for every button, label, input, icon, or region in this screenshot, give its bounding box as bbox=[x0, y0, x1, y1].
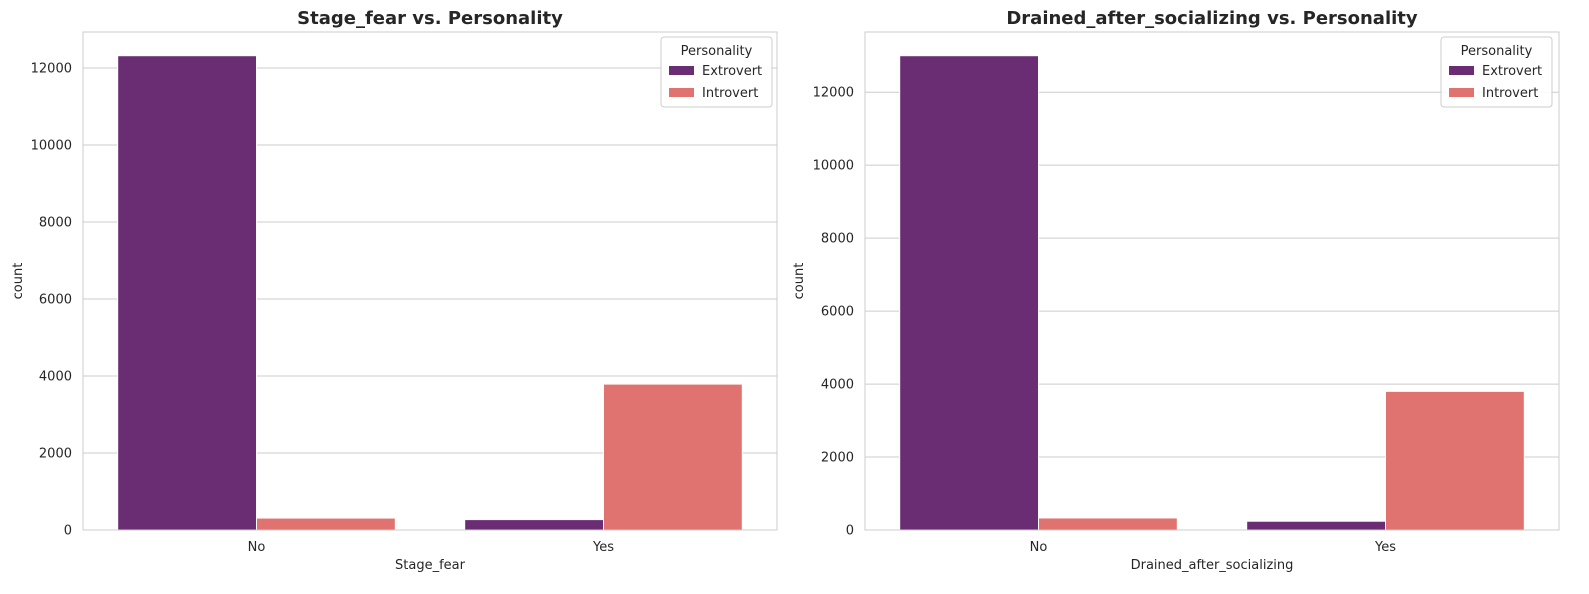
bar-extrovert-yes bbox=[1246, 520, 1386, 531]
chart-stage-fear: 0 2000 4000 6000 8000 10000 12000 No Yes Stage_fe… bbox=[11, 8, 778, 573]
x-tick-label: Yes bbox=[592, 540, 614, 555]
bar-introvert-no bbox=[1038, 517, 1178, 531]
y-tick-label: 10000 bbox=[31, 139, 72, 154]
bar-introvert-yes bbox=[1385, 390, 1525, 531]
y-axis-label: count bbox=[792, 263, 807, 300]
legend-label-extrovert: Extrovert bbox=[702, 64, 762, 79]
legend-swatch-extrovert bbox=[1449, 66, 1474, 75]
y-tick-label: 8000 bbox=[821, 232, 854, 247]
legend: Personality Extrovert Introvert bbox=[660, 36, 773, 108]
legend-swatch-introvert bbox=[669, 88, 694, 97]
chart-title: Drained_after_socializing vs. Personalit… bbox=[1006, 8, 1418, 29]
bar-introvert-no bbox=[256, 517, 396, 531]
y-tick-label: 2000 bbox=[39, 447, 72, 462]
x-axis-label: Stage_fear bbox=[395, 558, 466, 573]
chart-drained-after-socializing: 0 2000 4000 6000 8000 10000 12000 No Yes Drained_… bbox=[792, 8, 1560, 573]
x-tick-label: No bbox=[248, 540, 266, 555]
y-tick-label: 4000 bbox=[39, 370, 72, 385]
y-tick-label: 8000 bbox=[39, 216, 72, 231]
legend-swatch-extrovert bbox=[669, 66, 694, 75]
bar-extrovert-no bbox=[117, 55, 257, 531]
legend-label-introvert: Introvert bbox=[702, 86, 758, 101]
legend-label-extrovert: Extrovert bbox=[1482, 64, 1542, 79]
x-tick-label: No bbox=[1030, 540, 1048, 555]
y-tick-label: 6000 bbox=[39, 293, 72, 308]
y-axis-label: count bbox=[11, 263, 26, 300]
bar-extrovert-no bbox=[899, 55, 1040, 531]
legend-label-introvert: Introvert bbox=[1482, 86, 1538, 101]
y-tick-label: 6000 bbox=[821, 305, 854, 320]
x-tick-label: Yes bbox=[1374, 540, 1396, 555]
legend-swatch-introvert bbox=[1449, 88, 1474, 97]
bar-extrovert-yes bbox=[464, 519, 605, 531]
x-axis-label: Drained_after_socializing bbox=[1131, 558, 1294, 573]
chart-title: Stage_fear vs. Personality bbox=[297, 8, 563, 29]
plot-frame bbox=[864, 31, 1560, 531]
bar-introvert-yes bbox=[603, 383, 743, 531]
y-tick-label: 0 bbox=[846, 524, 854, 539]
y-tick-label: 10000 bbox=[813, 159, 854, 174]
y-tick-label: 12000 bbox=[31, 62, 72, 77]
legend-title: Personality bbox=[681, 44, 753, 59]
legend-title: Personality bbox=[1461, 44, 1533, 59]
y-tick-label: 12000 bbox=[813, 86, 854, 101]
y-tick-label: 2000 bbox=[821, 451, 854, 466]
y-tick-label: 0 bbox=[64, 524, 72, 539]
y-tick-label: 4000 bbox=[821, 378, 854, 393]
plot-frame bbox=[82, 31, 778, 531]
legend: Personality Extrovert Introvert bbox=[1440, 36, 1553, 108]
